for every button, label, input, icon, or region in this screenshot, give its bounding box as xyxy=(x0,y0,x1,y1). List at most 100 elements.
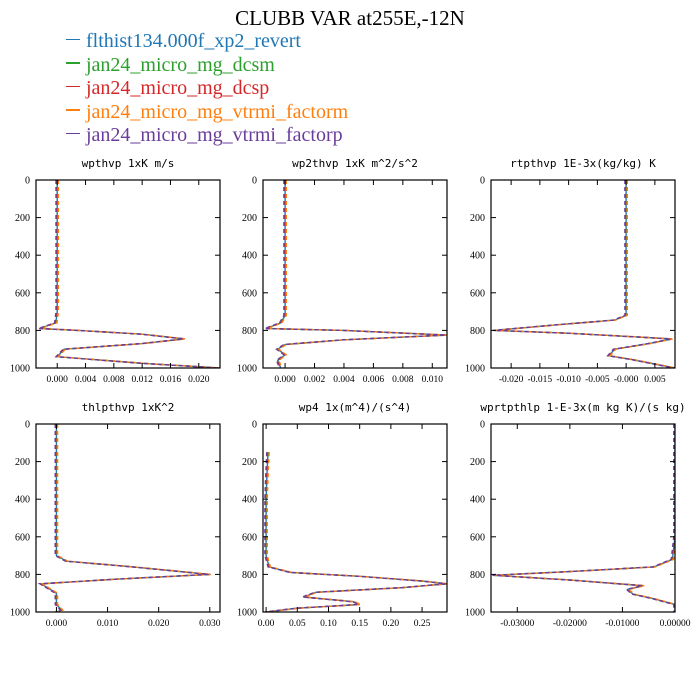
plot-frame xyxy=(35,423,221,613)
x-tick-label: 0.05 xyxy=(289,619,306,629)
x-tick-label: -0.02000 xyxy=(553,619,587,629)
y-tick-label: 600 xyxy=(242,532,257,543)
series-line xyxy=(39,180,220,368)
y-tick-label: 200 xyxy=(470,213,485,224)
y-tick-label: 400 xyxy=(15,251,30,262)
series-line xyxy=(37,424,209,612)
x-tick-label: 0.000 xyxy=(46,619,68,629)
x-tick-label: 0.012 xyxy=(131,375,153,385)
y-tick-label: 800 xyxy=(470,326,485,337)
panel: rtpthvp 1E-3x(kg/kg) K 0 200 400 600 800 1000 -… xyxy=(465,157,676,385)
y-tick-label: 800 xyxy=(242,570,257,581)
x-tick-label: 0.030 xyxy=(199,619,221,629)
x-tick-label: -0.03000 xyxy=(500,619,534,629)
figure-title: CLUBB VAR at255E,-12N xyxy=(235,6,465,30)
x-tick-label: -0.015 xyxy=(528,375,553,385)
x-tick-label: 0.008 xyxy=(103,375,125,385)
legend-label: jan24_micro_mg_dcsm xyxy=(86,53,275,76)
series-line xyxy=(494,541,675,605)
y-tick-label: 600 xyxy=(242,288,257,299)
series-line xyxy=(492,180,674,368)
series-line xyxy=(493,180,675,368)
x-tick-label: 0.006 xyxy=(363,375,385,385)
legend-swatch xyxy=(66,109,80,111)
x-tick-label: 0.25 xyxy=(414,619,431,629)
series-line xyxy=(39,180,220,368)
plot-frame xyxy=(490,179,676,369)
series-line xyxy=(493,180,675,368)
series-line xyxy=(266,452,447,612)
series-line xyxy=(264,452,447,612)
y-tick-label: 1000 xyxy=(465,364,485,375)
series-line xyxy=(40,180,220,368)
x-tick-label: -0.01000 xyxy=(605,619,639,629)
legend-item: jan24_micro_mg_vtrmi_factorm xyxy=(66,101,348,125)
y-tick-label: 600 xyxy=(470,532,485,543)
legend-label: jan24_micro_mg_vtrmi_factorp xyxy=(86,124,343,146)
y-tick-label: 1000 xyxy=(10,364,30,375)
series-line xyxy=(40,424,212,612)
y-tick-label: 200 xyxy=(15,457,30,468)
y-tick-label: 400 xyxy=(242,495,257,506)
panel: wprtpthlp 1-E-3x(m kg K)/(s kg) 0 200 400 60… xyxy=(465,401,691,629)
plot-frame xyxy=(262,423,448,613)
series-line xyxy=(266,452,447,612)
x-tick-label: 0.00000 xyxy=(660,619,691,629)
x-tick-label: 0.000 xyxy=(47,375,69,385)
series-line xyxy=(493,424,675,612)
y-tick-label: 800 xyxy=(15,570,30,581)
y-tick-label: 200 xyxy=(15,213,30,224)
panel: thlpthvp 1xK^2 0 200 400 600 800 1000 0.000 0.01… xyxy=(10,401,221,629)
legend-swatch xyxy=(66,132,80,135)
legend-item: jan24_micro_mg_dcsp xyxy=(66,77,348,101)
plot-frame xyxy=(490,423,676,613)
series-line xyxy=(38,424,210,612)
legend-swatch xyxy=(66,62,80,64)
panel: wpthvp 1xK m/s 0 200 400 600 800 1000 0.000 0.00… xyxy=(10,157,221,385)
panel-title: wp2thvp 1xK m^2/s^2 xyxy=(292,157,418,170)
x-tick-label: 0.010 xyxy=(422,375,444,385)
y-tick-label: 0 xyxy=(252,176,257,187)
x-tick-label: 0.020 xyxy=(188,375,210,385)
y-tick-label: 1000 xyxy=(10,608,30,619)
y-tick-label: 600 xyxy=(15,288,30,299)
panel-title: wpthvp 1xK m/s xyxy=(82,157,175,170)
y-tick-label: 400 xyxy=(470,251,485,262)
legend-label: jan24_micro_mg_vtrmi_factorm xyxy=(86,100,349,123)
y-tick-label: 200 xyxy=(242,457,257,468)
x-tick-label: 0.20 xyxy=(383,619,400,629)
panel-title: thlpthvp 1xK^2 xyxy=(82,401,175,414)
legend: flthist134.000f_xp2_revert jan24_micro_m… xyxy=(66,30,348,148)
plot-frame xyxy=(35,179,221,369)
y-tick-label: 1000 xyxy=(237,364,257,375)
legend-swatch xyxy=(66,38,80,41)
x-tick-label: 0.020 xyxy=(148,619,170,629)
x-tick-label: -0.005 xyxy=(585,375,610,385)
plot-frame xyxy=(262,179,448,369)
series-line xyxy=(38,180,219,368)
y-tick-label: 800 xyxy=(15,326,30,337)
legend-label: flthist134.000f_xp2_revert xyxy=(86,30,301,52)
y-tick-label: 400 xyxy=(470,495,485,506)
y-tick-label: 0 xyxy=(252,420,257,431)
x-tick-label: 0.004 xyxy=(75,375,97,385)
y-tick-label: 600 xyxy=(15,532,30,543)
x-tick-label: 0.004 xyxy=(333,375,355,385)
x-tick-label: 0.016 xyxy=(160,375,182,385)
x-tick-label: -0.000 xyxy=(614,375,639,385)
x-tick-label: 0.005 xyxy=(644,375,666,385)
series-line xyxy=(38,180,220,368)
legend-item: jan24_micro_mg_vtrmi_factorp xyxy=(66,124,348,148)
y-tick-label: 0 xyxy=(480,176,485,187)
y-tick-label: 600 xyxy=(470,288,485,299)
legend-label: jan24_micro_mg_dcsp xyxy=(86,77,270,99)
y-tick-label: 800 xyxy=(242,326,257,337)
x-tick-label: 0.010 xyxy=(97,619,119,629)
series-line xyxy=(265,452,447,612)
y-tick-label: 1000 xyxy=(465,608,485,619)
x-tick-label: -0.020 xyxy=(499,375,524,385)
panel-title: wprtpthlp 1-E-3x(m kg K)/(s kg) xyxy=(480,401,685,414)
x-tick-label: 0.00 xyxy=(258,619,275,629)
x-tick-label: 0.15 xyxy=(351,619,368,629)
